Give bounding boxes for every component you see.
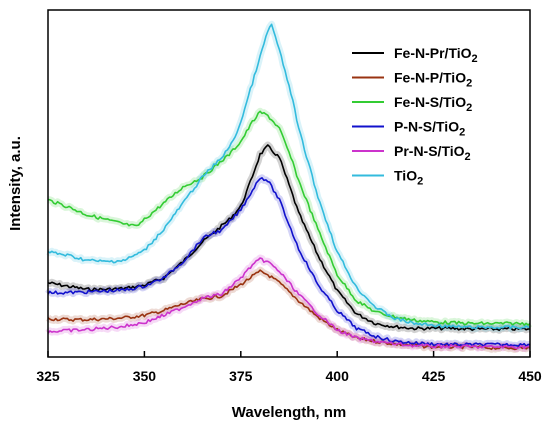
x-tick-label: 425: [422, 368, 446, 384]
legend-item: TiO2: [352, 168, 423, 188]
legend: Fe-N-Pr/TiO2 Fe-N-P/TiO2 Fe-N-S/TiO2 P-N-S/…: [352, 45, 478, 188]
legend-label: P-N-S/TiO2: [394, 119, 465, 139]
series-line: [47, 110, 531, 326]
legend-label: Fe-N-Pr/TiO2: [394, 45, 478, 65]
legend-label: Fe-N-P/TiO2: [394, 70, 472, 90]
legend-item: Fe-N-Pr/TiO2: [352, 45, 478, 65]
series-line: [47, 144, 530, 332]
series-lines: [47, 23, 531, 351]
x-tick-label: 350: [133, 368, 157, 384]
x-tick-label: 400: [326, 368, 350, 384]
legend-label: TiO2: [394, 168, 423, 188]
series-halo: [46, 141, 532, 334]
legend-item: Fe-N-S/TiO2: [352, 94, 472, 114]
y-axis-label: Intensity, a.u.: [7, 136, 24, 231]
x-tick-label: 375: [229, 368, 253, 384]
series-halo: [45, 254, 532, 352]
legend-item: Pr-N-S/TiO2: [352, 143, 471, 163]
series-line: [47, 23, 531, 330]
legend-label: Fe-N-S/TiO2: [394, 94, 472, 114]
plot-frame: [47, 9, 531, 358]
series-line: [47, 177, 531, 348]
x-tick-label: 325: [36, 368, 60, 384]
legend-item: P-N-S/TiO2: [352, 119, 465, 139]
x-axis-label: Wavelength, nm: [232, 404, 346, 421]
legend-label: Pr-N-S/TiO2: [394, 143, 471, 163]
x-tick-label: 450: [518, 368, 542, 384]
series-line: [47, 257, 531, 350]
legend-item: Fe-N-P/TiO2: [352, 70, 472, 90]
x-axis-ticks: 325 350 375 400 425 450: [36, 351, 542, 384]
